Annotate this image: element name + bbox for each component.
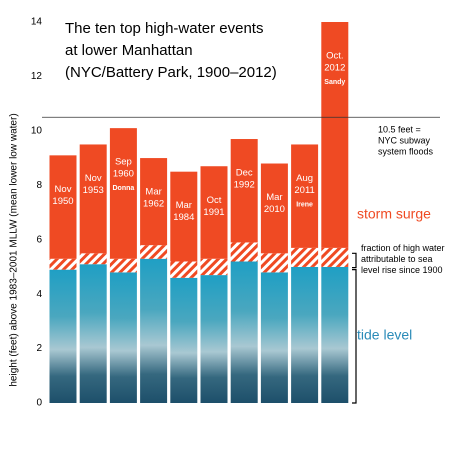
reference-label: system floods: [378, 147, 434, 157]
storm-name: Sandy: [324, 79, 345, 86]
category-label: Aug: [296, 173, 313, 184]
bar-segment: [49, 269, 77, 403]
bar-segment: [200, 258, 228, 276]
category-label: 1992: [234, 180, 255, 191]
bar-segment: [109, 128, 137, 259]
bar-segment: [291, 266, 319, 403]
y-tick-label: 2: [36, 343, 42, 354]
legend-label: storm surge: [357, 206, 431, 222]
title-line: at lower Manhattan: [65, 42, 193, 59]
bar-segment: [321, 22, 349, 248]
category-label: 1991: [203, 207, 224, 218]
category-label: Dec: [236, 168, 253, 179]
storm-name: Irene: [296, 201, 313, 208]
bracket: [352, 252, 357, 269]
category-label: 2012: [324, 63, 345, 74]
bar-segment: [140, 245, 168, 259]
bar-segment: [170, 277, 198, 403]
bar-segment: [200, 275, 228, 403]
bar-segment: [109, 258, 137, 273]
bar-segment: [291, 247, 319, 267]
storm-name: Donna: [113, 185, 135, 192]
bar-segment: [49, 155, 77, 259]
category-label: 1984: [173, 212, 194, 223]
bar-segment: [321, 247, 349, 267]
bar-segment: [140, 258, 168, 403]
bar-segment: [79, 253, 107, 265]
bar-segment: [230, 261, 258, 403]
bar-segment: [79, 144, 107, 254]
category-label: 1950: [52, 196, 73, 207]
legend-label: tide level: [357, 327, 412, 343]
reference-label: NYC subway: [378, 136, 431, 146]
y-tick-label: 8: [36, 180, 42, 191]
bar-segment: [260, 272, 288, 403]
category-label: Mar: [145, 187, 161, 198]
bar-segment: [170, 171, 198, 262]
bar-segment: [140, 158, 168, 246]
category-label: Sep: [115, 157, 132, 168]
bar-segment: [170, 261, 198, 278]
category-label: 2011: [294, 185, 314, 196]
category-label: Mar: [266, 192, 282, 203]
bar-segment: [109, 272, 137, 403]
category-label: 1962: [143, 199, 164, 210]
reference-label: 10.5 feet =: [378, 125, 421, 135]
bracket: [352, 269, 357, 404]
bar-segment: [260, 253, 288, 273]
y-tick-label: 10: [31, 125, 43, 136]
bar-segment: [200, 166, 228, 259]
category-label: Oct.: [326, 51, 343, 62]
category-label: 1960: [113, 169, 134, 180]
y-tick-label: 12: [31, 71, 43, 82]
category-label: 1953: [83, 185, 104, 196]
y-tick-label: 0: [36, 398, 42, 409]
legend-label: fraction of high water attributable to s…: [361, 243, 445, 275]
bar-segment: [260, 163, 288, 254]
y-tick-label: 4: [36, 289, 42, 300]
category-label: Nov: [55, 184, 72, 195]
y-tick-label: 6: [36, 234, 42, 245]
y-axis-label: height (feet) above 1983–2001 MLLW (mean…: [9, 113, 20, 386]
bar-segment: [291, 144, 319, 248]
bar-segment: [49, 258, 77, 270]
category-label: Oct: [207, 195, 222, 206]
bar-segment: [321, 266, 349, 403]
title-line: The ten top high-water events: [65, 20, 263, 37]
bar-segment: [230, 139, 258, 243]
category-label: Nov: [85, 173, 102, 184]
category-label: 2010: [264, 204, 285, 215]
bar-segment: [230, 242, 258, 262]
y-tick-label: 14: [31, 17, 43, 28]
title-line: (NYC/Battery Park, 1900–2012): [65, 64, 277, 81]
bar-segment: [79, 264, 107, 403]
legend-label-box: fraction of high water attributable to s…: [361, 243, 445, 275]
category-label: Mar: [176, 200, 192, 211]
